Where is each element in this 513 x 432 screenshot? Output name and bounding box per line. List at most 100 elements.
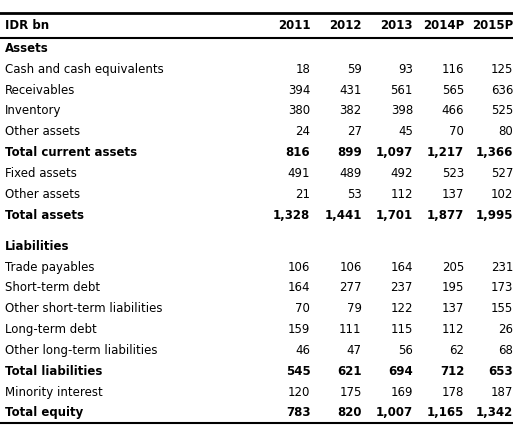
Text: 155: 155 bbox=[491, 302, 513, 315]
Text: 1,342: 1,342 bbox=[476, 407, 513, 419]
Text: 169: 169 bbox=[390, 386, 413, 399]
Text: 1,097: 1,097 bbox=[376, 146, 413, 159]
Text: 1,328: 1,328 bbox=[273, 209, 310, 222]
Text: Other assets: Other assets bbox=[5, 187, 80, 201]
Text: 2014P: 2014P bbox=[423, 19, 464, 32]
Text: 45: 45 bbox=[398, 125, 413, 138]
Text: 137: 137 bbox=[442, 302, 464, 315]
Text: Cash and cash equivalents: Cash and cash equivalents bbox=[5, 63, 164, 76]
Text: 231: 231 bbox=[490, 260, 513, 273]
Text: 525: 525 bbox=[491, 105, 513, 118]
Text: 431: 431 bbox=[339, 83, 362, 96]
Text: 783: 783 bbox=[286, 407, 310, 419]
Text: 115: 115 bbox=[390, 323, 413, 336]
Text: 565: 565 bbox=[442, 83, 464, 96]
Text: Other short-term liabilities: Other short-term liabilities bbox=[5, 302, 163, 315]
Text: 120: 120 bbox=[288, 386, 310, 399]
Text: Other assets: Other assets bbox=[5, 125, 80, 138]
Text: 116: 116 bbox=[442, 63, 464, 76]
Text: IDR bn: IDR bn bbox=[5, 19, 49, 32]
Text: 712: 712 bbox=[440, 365, 464, 378]
Text: 195: 195 bbox=[442, 282, 464, 295]
Text: Inventory: Inventory bbox=[5, 105, 62, 118]
Text: 1,366: 1,366 bbox=[476, 146, 513, 159]
Text: 93: 93 bbox=[398, 63, 413, 76]
Text: 489: 489 bbox=[339, 167, 362, 180]
Text: 2012: 2012 bbox=[329, 19, 362, 32]
Text: 561: 561 bbox=[390, 83, 413, 96]
Text: Liabilities: Liabilities bbox=[5, 240, 70, 253]
Text: Fixed assets: Fixed assets bbox=[5, 167, 77, 180]
Text: 1,165: 1,165 bbox=[427, 407, 464, 419]
Text: 18: 18 bbox=[295, 63, 310, 76]
Text: 1,441: 1,441 bbox=[324, 209, 362, 222]
Text: Receivables: Receivables bbox=[5, 83, 75, 96]
Text: 820: 820 bbox=[337, 407, 362, 419]
Text: 27: 27 bbox=[347, 125, 362, 138]
Text: 102: 102 bbox=[490, 187, 513, 201]
Text: Short-term debt: Short-term debt bbox=[5, 282, 100, 295]
Text: 621: 621 bbox=[337, 365, 362, 378]
Text: 178: 178 bbox=[442, 386, 464, 399]
Text: 527: 527 bbox=[490, 167, 513, 180]
Text: 159: 159 bbox=[288, 323, 310, 336]
Text: 2015P: 2015P bbox=[472, 19, 513, 32]
Text: 137: 137 bbox=[442, 187, 464, 201]
Text: Minority interest: Minority interest bbox=[5, 386, 103, 399]
Text: 398: 398 bbox=[391, 105, 413, 118]
Text: 47: 47 bbox=[347, 344, 362, 357]
Text: 62: 62 bbox=[449, 344, 464, 357]
Text: 70: 70 bbox=[295, 302, 310, 315]
Text: 492: 492 bbox=[390, 167, 413, 180]
Text: 694: 694 bbox=[388, 365, 413, 378]
Text: Assets: Assets bbox=[5, 42, 49, 55]
Text: 277: 277 bbox=[339, 282, 362, 295]
Text: 79: 79 bbox=[347, 302, 362, 315]
Text: 175: 175 bbox=[339, 386, 362, 399]
Text: Total liabilities: Total liabilities bbox=[5, 365, 103, 378]
Text: 187: 187 bbox=[490, 386, 513, 399]
Text: 21: 21 bbox=[295, 187, 310, 201]
Text: 46: 46 bbox=[295, 344, 310, 357]
Text: 1,007: 1,007 bbox=[376, 407, 413, 419]
Text: 111: 111 bbox=[339, 323, 362, 336]
Text: 112: 112 bbox=[390, 187, 413, 201]
Text: 380: 380 bbox=[288, 105, 310, 118]
Text: 70: 70 bbox=[449, 125, 464, 138]
Text: 636: 636 bbox=[490, 83, 513, 96]
Text: 205: 205 bbox=[442, 260, 464, 273]
Text: 523: 523 bbox=[442, 167, 464, 180]
Text: Total current assets: Total current assets bbox=[5, 146, 137, 159]
Text: 466: 466 bbox=[442, 105, 464, 118]
Text: 122: 122 bbox=[390, 302, 413, 315]
Text: 80: 80 bbox=[498, 125, 513, 138]
Text: 1,995: 1,995 bbox=[476, 209, 513, 222]
Text: 53: 53 bbox=[347, 187, 362, 201]
Text: 237: 237 bbox=[390, 282, 413, 295]
Text: 59: 59 bbox=[347, 63, 362, 76]
Text: 164: 164 bbox=[390, 260, 413, 273]
Text: Other long-term liabilities: Other long-term liabilities bbox=[5, 344, 157, 357]
Text: 899: 899 bbox=[337, 146, 362, 159]
Text: 106: 106 bbox=[288, 260, 310, 273]
Text: 68: 68 bbox=[498, 344, 513, 357]
Text: 106: 106 bbox=[339, 260, 362, 273]
Text: 382: 382 bbox=[340, 105, 362, 118]
Text: 545: 545 bbox=[286, 365, 310, 378]
Text: 112: 112 bbox=[442, 323, 464, 336]
Text: 1,877: 1,877 bbox=[427, 209, 464, 222]
Text: 56: 56 bbox=[398, 344, 413, 357]
Text: 394: 394 bbox=[288, 83, 310, 96]
Text: Long-term debt: Long-term debt bbox=[5, 323, 97, 336]
Text: 816: 816 bbox=[286, 146, 310, 159]
Text: 2011: 2011 bbox=[278, 19, 310, 32]
Text: 2013: 2013 bbox=[381, 19, 413, 32]
Text: 125: 125 bbox=[490, 63, 513, 76]
Text: 164: 164 bbox=[288, 282, 310, 295]
Text: Total assets: Total assets bbox=[5, 209, 84, 222]
Text: 26: 26 bbox=[498, 323, 513, 336]
Text: 173: 173 bbox=[490, 282, 513, 295]
Text: 653: 653 bbox=[488, 365, 513, 378]
Text: Trade payables: Trade payables bbox=[5, 260, 94, 273]
Text: 1,217: 1,217 bbox=[427, 146, 464, 159]
